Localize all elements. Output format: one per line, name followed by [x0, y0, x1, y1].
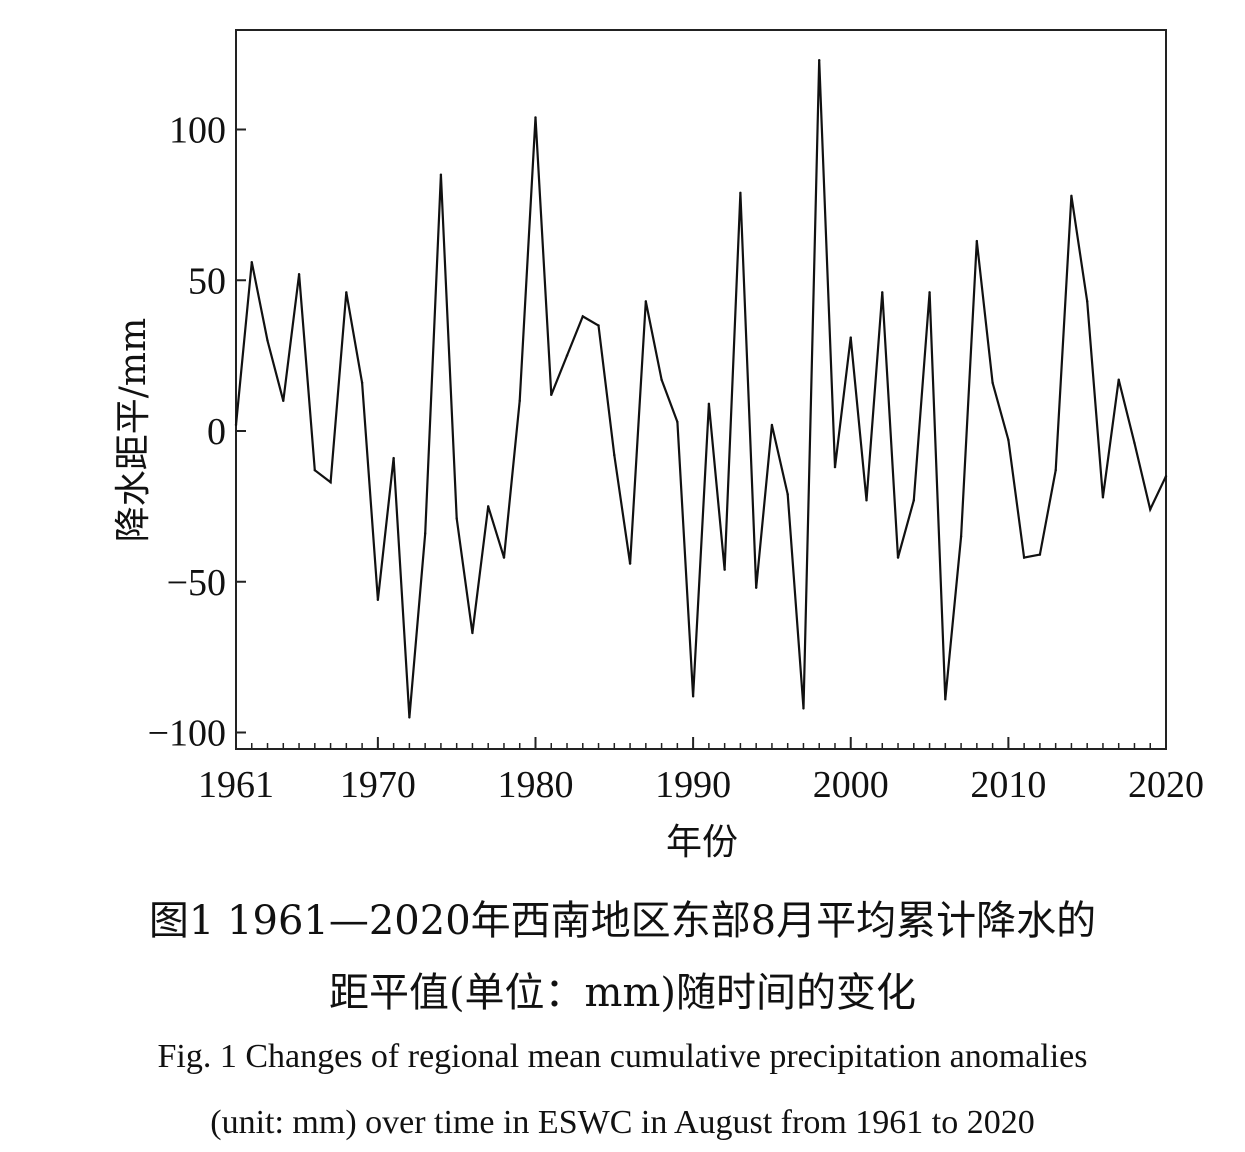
- x-axis-label: 年份: [666, 822, 738, 863]
- caption-cn-line1: 图1 1961—2020年西南地区东部8月平均累计降水的: [148, 898, 1097, 944]
- data-point-2002: [881, 291, 884, 294]
- plot-frame: [235, 29, 1167, 750]
- data-point-2014: [1070, 194, 1073, 198]
- data-point-1981: [550, 393, 553, 397]
- data-point-1974: [439, 173, 443, 176]
- data-point-1996: [786, 493, 789, 496]
- data-point-1982: [565, 354, 569, 357]
- x-axis-ticks: 1961 1970 1980 1990 2000 2010 2020: [198, 737, 1204, 806]
- data-point-2019: [1149, 508, 1152, 511]
- data-points: [234, 58, 1168, 719]
- data-point-1997: [802, 707, 805, 710]
- data-point-1986: [628, 562, 632, 565]
- data-point-1967: [329, 481, 332, 484]
- data-point-1990: [691, 695, 695, 698]
- data-point-2015: [1085, 300, 1089, 303]
- y-axis-ticks: −100 −50 0 50 100: [148, 110, 246, 755]
- x-tick-label: 1990: [655, 764, 731, 806]
- x-tick-label: 1961: [198, 764, 274, 806]
- caption-en-line2: (unit: mm) over time in ESWC in August f…: [210, 1104, 1035, 1141]
- data-point-1963: [266, 339, 269, 342]
- data-point-1973: [423, 532, 427, 535]
- data-point-1966: [313, 468, 317, 472]
- x-tick-label: 1970: [340, 764, 416, 806]
- data-point-1983: [581, 315, 584, 318]
- data-point-1977: [487, 505, 490, 508]
- x-tick-label: 2000: [813, 764, 889, 806]
- data-point-1972: [408, 716, 411, 719]
- data-point-2011: [1022, 556, 1026, 559]
- data-point-2016: [1101, 496, 1105, 499]
- y-axis-label: 降水距平/mm: [113, 318, 154, 542]
- x-tick-label: 1980: [497, 764, 573, 806]
- data-point-1989: [676, 420, 679, 424]
- data-point-1991: [707, 402, 711, 406]
- data-point-2004: [912, 499, 915, 502]
- data-point-1968: [345, 291, 348, 294]
- data-point-1961: [234, 423, 238, 427]
- data-point-1994: [754, 586, 758, 589]
- y-tick-label: 100: [169, 110, 226, 152]
- x-tick-label: 2020: [1128, 764, 1204, 806]
- data-point-2007: [959, 535, 963, 538]
- data-point-1987: [644, 300, 648, 303]
- data-point-1971: [392, 456, 395, 460]
- data-point-1962: [250, 260, 253, 264]
- data-point-2003: [896, 556, 900, 559]
- data-point-1999: [833, 465, 837, 469]
- data-point-2000: [849, 336, 852, 339]
- data-point-1969: [360, 381, 364, 384]
- data-point-1964: [282, 399, 285, 403]
- data-point-2008: [975, 239, 979, 243]
- data-point-2006: [944, 698, 947, 701]
- data-point-1979: [518, 399, 521, 403]
- x-tick-label: 2010: [970, 764, 1046, 806]
- data-point-1984: [597, 324, 600, 327]
- data-point-1975: [455, 517, 458, 520]
- data-point-1995: [770, 423, 774, 427]
- data-point-2005: [928, 291, 931, 294]
- data-point-1980: [534, 116, 537, 119]
- data-point-2010: [1007, 438, 1010, 442]
- data-point-2009: [991, 381, 994, 384]
- data-point-1998: [818, 58, 821, 62]
- anomaly-series-line: [234, 60, 1167, 718]
- data-point-2013: [1054, 468, 1057, 472]
- caption-en-line1: Fig. 1 Changes of regional mean cumulati…: [157, 1038, 1088, 1075]
- data-point-2017: [1117, 378, 1120, 381]
- y-tick-label: 0: [207, 411, 226, 453]
- data-point-1970: [376, 598, 380, 602]
- y-tick-label: −100: [148, 713, 226, 755]
- data-point-1976: [471, 631, 474, 635]
- data-point-2020: [1164, 475, 1168, 478]
- data-point-2018: [1133, 441, 1136, 445]
- y-tick-label: −50: [167, 562, 226, 604]
- data-point-1993: [739, 191, 742, 195]
- data-point-1985: [613, 453, 616, 457]
- data-point-2012: [1038, 553, 1042, 556]
- data-point-2001: [865, 499, 868, 502]
- caption-cn-line2: 距平值(单位：mm)随时间的变化: [328, 970, 917, 1016]
- data-point-1965: [297, 273, 301, 276]
- data-point-1992: [723, 568, 726, 571]
- y-tick-label: 50: [188, 260, 226, 302]
- data-point-1988: [660, 378, 663, 381]
- data-point-1978: [502, 556, 506, 559]
